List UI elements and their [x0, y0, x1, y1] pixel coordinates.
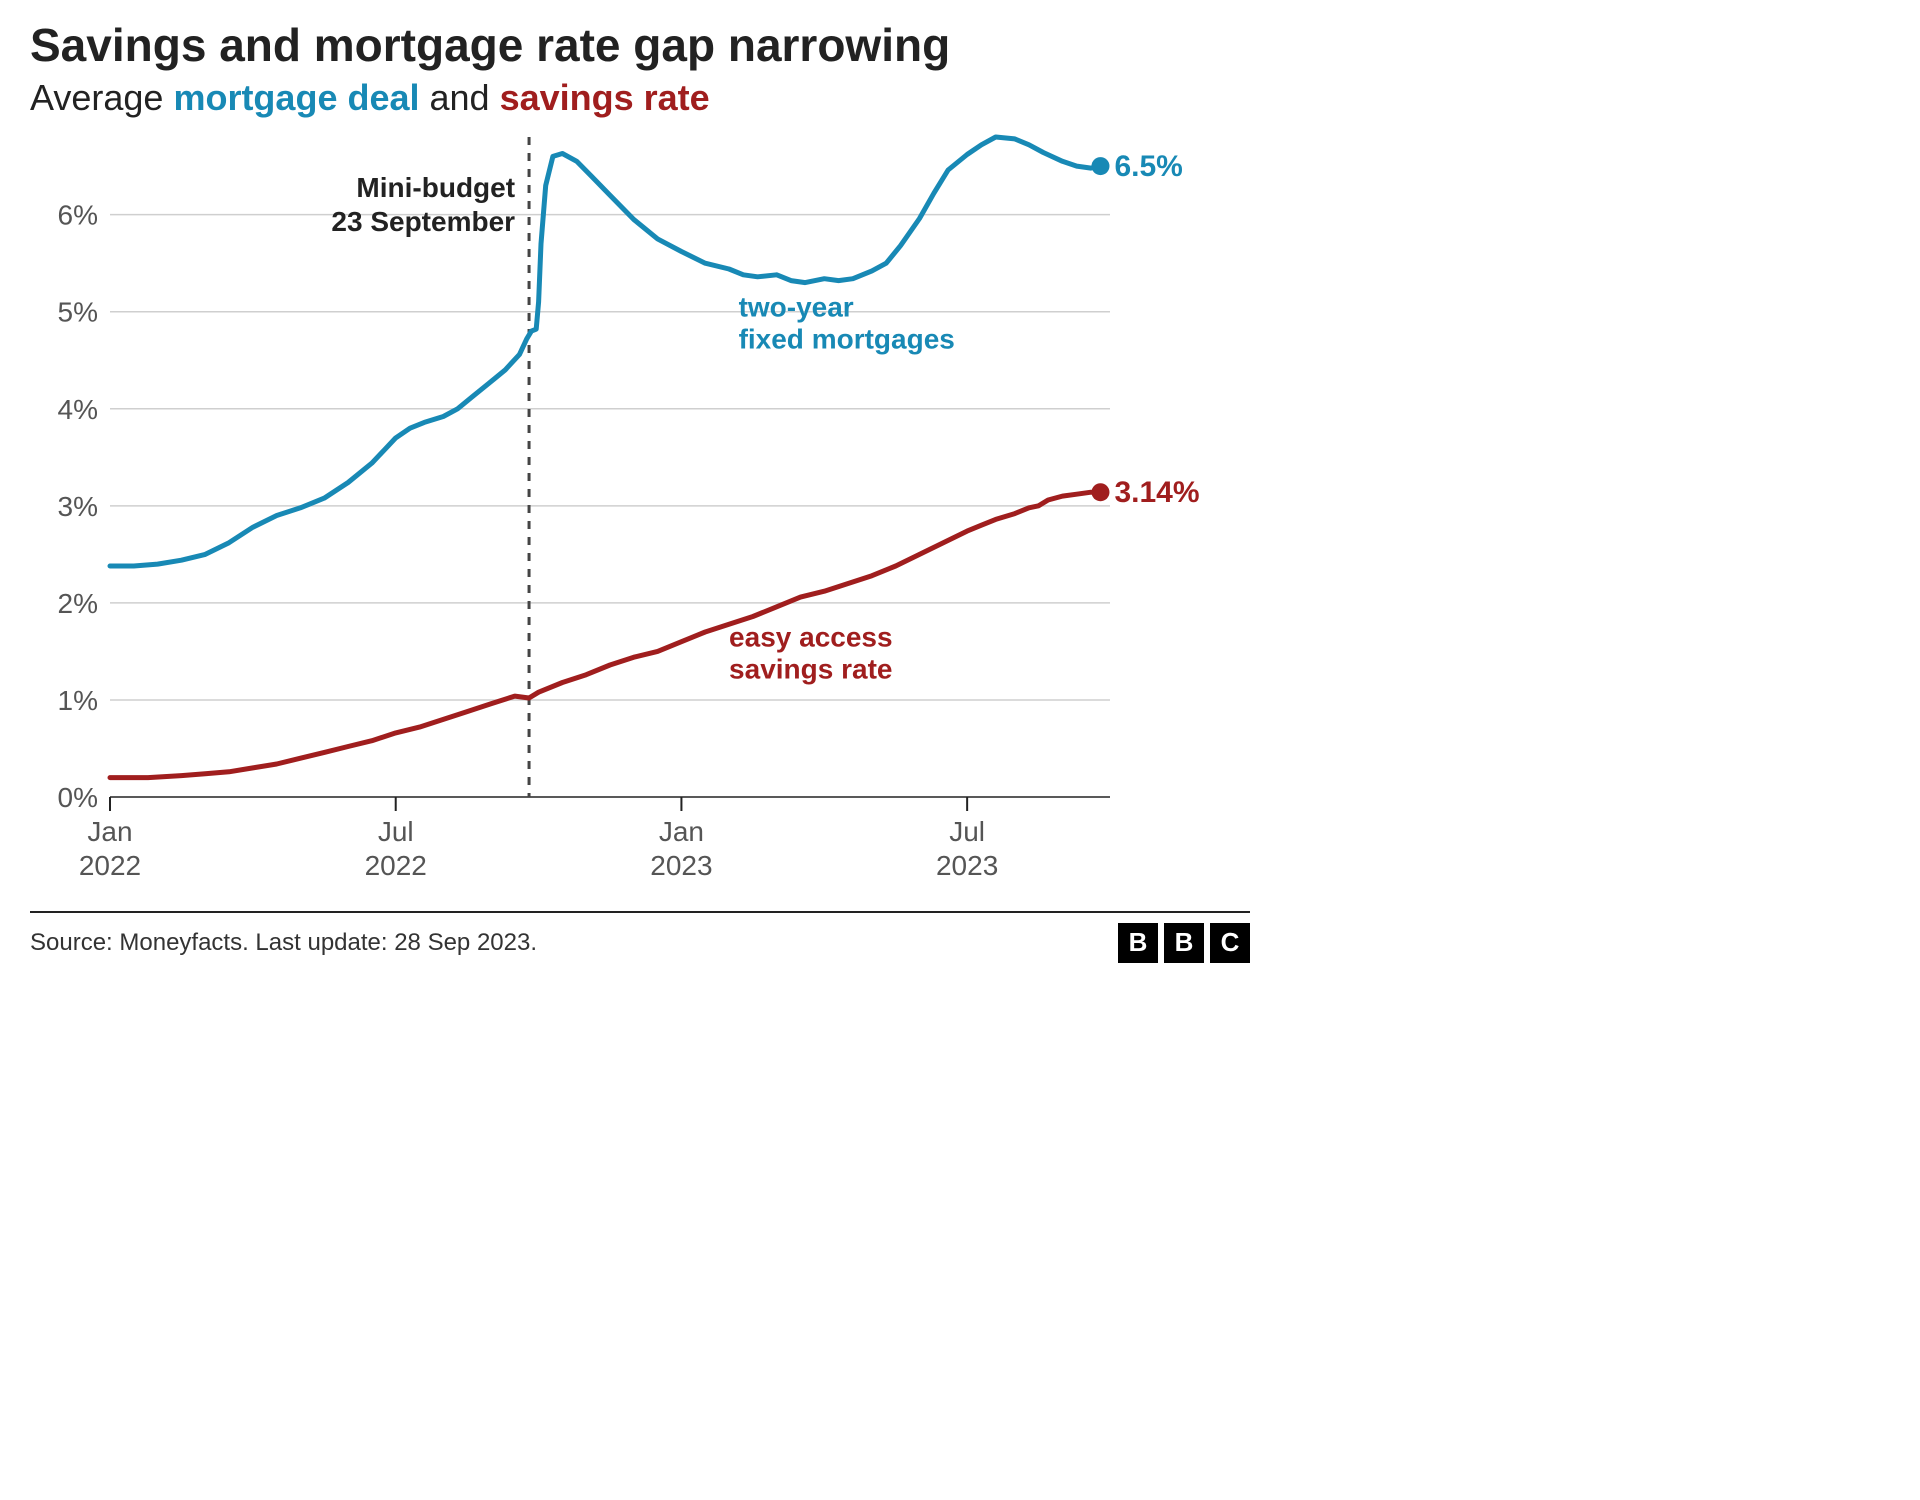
mortgage-end-value: 6.5%: [1114, 150, 1182, 183]
savings-label: savings rate: [729, 653, 892, 684]
source-text: Source: Moneyfacts. Last update: 28 Sep …: [30, 929, 537, 957]
y-tick-label: 1%: [58, 685, 98, 716]
savings-label: easy access: [729, 621, 893, 652]
y-tick-label: 6%: [58, 199, 98, 230]
x-tick-label-year: 2023: [650, 850, 712, 881]
y-tick-label: 2%: [58, 587, 98, 618]
x-tick-label: Jan: [659, 816, 704, 847]
savings-end-dot: [1091, 483, 1109, 501]
chart-area: 0%1%2%3%4%5%6%Jan2022Jul2022Jan2023Jul20…: [30, 127, 1250, 907]
subtitle-prefix: Average: [30, 77, 173, 118]
x-tick-label-year: 2022: [365, 850, 427, 881]
savings-end-value: 3.14%: [1114, 476, 1199, 509]
mortgage-label: fixed mortgages: [739, 323, 955, 354]
bbc-logo-box: B: [1118, 923, 1158, 963]
x-tick-label-year: 2022: [79, 850, 141, 881]
y-tick-label: 4%: [58, 393, 98, 424]
bbc-logo-box: B: [1164, 923, 1204, 963]
y-tick-label: 3%: [58, 490, 98, 521]
savings-line: [110, 492, 1101, 777]
y-tick-label: 0%: [58, 782, 98, 813]
x-tick-label: Jul: [378, 816, 414, 847]
mortgage-label: two-year: [739, 291, 854, 322]
chart-subtitle: Average mortgage deal and savings rate: [30, 77, 1250, 119]
subtitle-mid: and: [420, 77, 500, 118]
chart-title: Savings and mortgage rate gap narrowing: [30, 20, 1250, 71]
subtitle-mortgage: mortgage deal: [173, 77, 419, 118]
x-tick-label: Jan: [87, 816, 132, 847]
bbc-logo: BBC: [1118, 923, 1250, 963]
chart-svg: 0%1%2%3%4%5%6%Jan2022Jul2022Jan2023Jul20…: [30, 127, 1250, 907]
subtitle-savings: savings rate: [500, 77, 710, 118]
annotation-text: Mini-budget: [356, 172, 515, 203]
annotation-text: 23 September: [331, 206, 515, 237]
x-tick-label-year: 2023: [936, 850, 998, 881]
bbc-logo-box: C: [1210, 923, 1250, 963]
y-tick-label: 5%: [58, 296, 98, 327]
mortgage-end-dot: [1091, 157, 1109, 175]
x-tick-label: Jul: [949, 816, 985, 847]
